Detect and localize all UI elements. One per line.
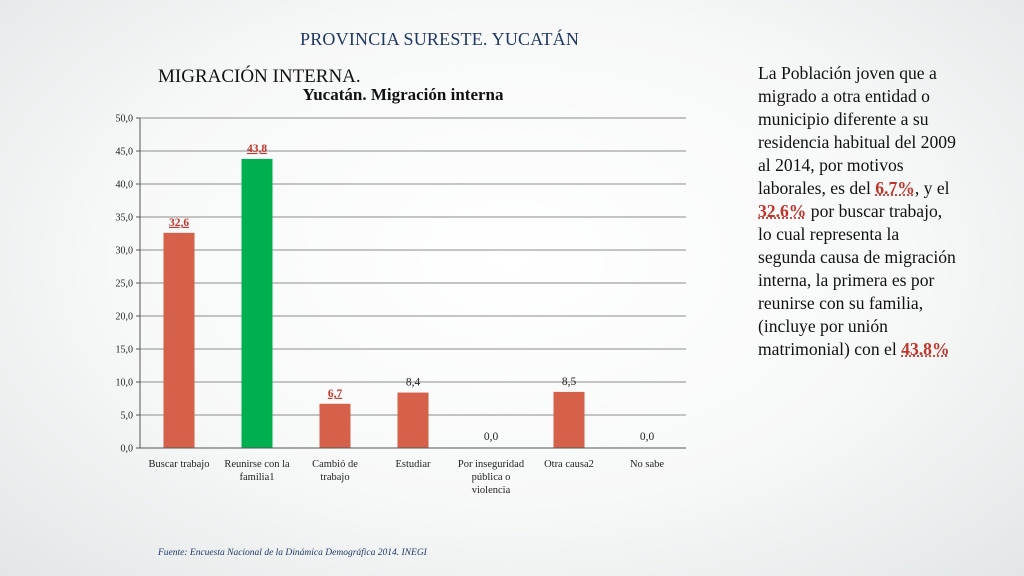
- source-note: Fuente: Encuesta Nacional de la Dinámica…: [158, 548, 427, 558]
- category-label: No sabe: [630, 459, 664, 470]
- y-tick-label: 10,0: [116, 378, 134, 389]
- explanation-part-2: , y el: [914, 178, 950, 198]
- y-tick-label: 0,0: [121, 444, 134, 455]
- data-label: 32,6: [169, 217, 189, 229]
- y-tick-label: 45,0: [116, 147, 134, 158]
- data-label: 8,4: [406, 377, 421, 389]
- y-tick-label: 40,0: [116, 180, 134, 191]
- explanation-text: La Población joven que a migrado a otra …: [758, 62, 958, 361]
- category-label: Reunirse con la familia1: [224, 459, 290, 483]
- data-label: 0,0: [640, 431, 655, 443]
- y-tick-label: 30,0: [116, 246, 134, 257]
- data-label: 6,7: [328, 388, 343, 400]
- section-title: MIGRACIÓN INTERNA.: [158, 66, 361, 87]
- category-label: Cambió de trabajo: [312, 459, 358, 483]
- category-label: Por inseguridad pública o violencia: [458, 459, 525, 496]
- y-tick-label: 5,0: [121, 411, 134, 422]
- y-tick-label: 25,0: [116, 279, 134, 290]
- category-label: Otra causa2: [544, 459, 594, 470]
- y-tick-label: 20,0: [116, 312, 134, 323]
- bar: [397, 392, 429, 448]
- bar: [241, 158, 273, 449]
- header-title: PROVINCIA SURESTE. YUCATÁN: [300, 29, 580, 49]
- data-label: 43,8: [247, 143, 267, 155]
- bar: [163, 232, 195, 448]
- bar: [319, 403, 351, 448]
- bar: [553, 391, 585, 448]
- data-label: 0,0: [484, 431, 499, 443]
- highlight-job-search-percent: 32.6%: [758, 201, 807, 221]
- category-label: Estudiar: [396, 459, 431, 470]
- chart-title: Yucatán. Migración interna: [302, 85, 504, 104]
- explanation-part-3: por buscar trabajo, lo cual representa l…: [758, 201, 956, 359]
- highlight-family-percent: 43.8%: [901, 339, 950, 359]
- highlight-labor-percent: 6.7%: [875, 178, 915, 198]
- y-tick-label: 15,0: [116, 345, 134, 356]
- y-tick-label: 35,0: [116, 213, 134, 224]
- y-tick-label: 50,0: [116, 114, 134, 125]
- explanation-part-1: La Población joven que a migrado a otra …: [758, 63, 956, 198]
- data-label: 8,5: [562, 376, 577, 388]
- category-label: Buscar trabajo: [149, 459, 210, 470]
